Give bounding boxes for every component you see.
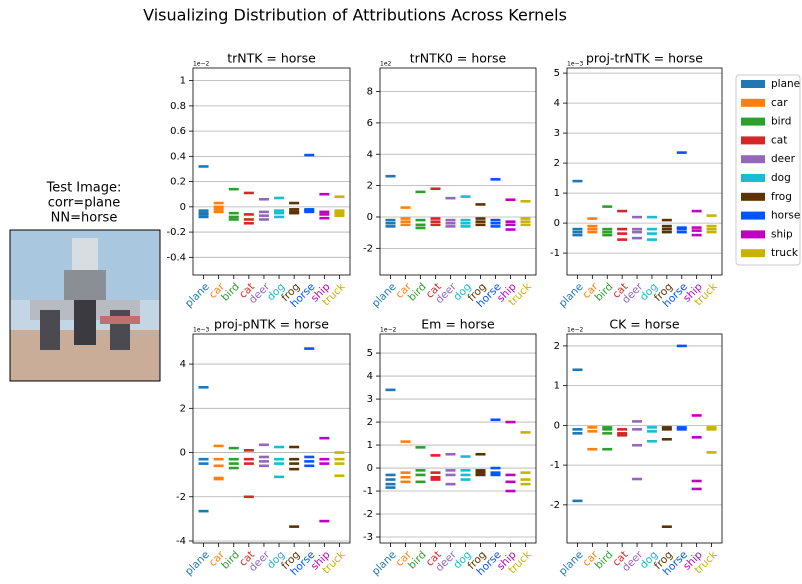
y-tick-label: 4	[180, 359, 186, 370]
y-tick-label: 8	[367, 87, 373, 98]
axes-frame	[379, 333, 537, 544]
y-tick-label: 3	[554, 128, 560, 139]
axes-frame	[192, 67, 351, 276]
y-tick-label: 4	[367, 371, 373, 382]
image-caption: NN=horse	[51, 211, 118, 226]
legend-label: cat	[771, 134, 787, 146]
panel-title: trNTK = horse	[227, 51, 316, 66]
legend-swatch	[741, 80, 765, 88]
axes-frame	[379, 67, 537, 276]
axes-frame	[192, 333, 351, 544]
y-tick-label: 5	[554, 68, 560, 79]
y-tick-label: 1	[554, 381, 560, 392]
y-tick-label: 0.4	[170, 151, 186, 162]
legend-label: frog	[771, 191, 792, 203]
test-image	[9, 229, 161, 382]
y-tick-label: 1	[367, 440, 373, 451]
y-tick-label: -0.2	[166, 227, 186, 238]
y-tick-label: -2	[363, 243, 373, 254]
legend-swatch	[741, 211, 765, 220]
y-tick-label: 0.8	[170, 101, 186, 112]
axes-frame	[566, 333, 723, 544]
legend-label: dog	[771, 172, 791, 184]
y-tick-label: 4	[367, 149, 373, 160]
y-tick-label: -3	[363, 532, 373, 543]
legend-swatch	[741, 249, 765, 258]
y-tick-label: 2	[367, 417, 373, 428]
y-tick-label: 6	[367, 118, 373, 129]
y-tick-label: 0.2	[170, 177, 186, 188]
legend-swatch	[741, 192, 765, 201]
offset-label: 1e−2	[380, 327, 397, 334]
y-tick-label: 2	[367, 181, 373, 192]
offset-label: 1e−3	[567, 61, 584, 68]
image-caption: corr=plane	[48, 196, 121, 211]
y-tick-label: 2	[554, 341, 560, 352]
y-tick-label: 0	[180, 448, 186, 459]
legend-label: horse	[771, 210, 800, 222]
legend-label: truck	[771, 247, 799, 259]
y-tick-label: -2	[363, 509, 373, 520]
x-tick-label: plane	[370, 281, 399, 310]
panel-title: Em = horse	[421, 317, 495, 332]
y-tick-label: 0	[554, 420, 560, 431]
legend-swatch	[741, 136, 765, 145]
y-tick-label: -1	[550, 248, 560, 259]
y-tick-label: 1	[554, 188, 560, 199]
legend-swatch	[741, 117, 765, 126]
y-tick-label: 2	[180, 403, 186, 414]
y-tick-label: 4	[554, 98, 560, 109]
legend-swatch	[741, 230, 765, 239]
panel-title: trNTK0 = horse	[410, 51, 507, 66]
x-tick-label: plane	[557, 281, 586, 310]
x-tick-label: plane	[557, 549, 586, 578]
y-tick-label: -2	[176, 492, 186, 503]
figure-title: Visualizing Distribution of Attributions…	[143, 6, 567, 25]
offset-label: 1e−3	[193, 327, 210, 334]
legend-label: car	[771, 97, 788, 109]
y-tick-label: 5	[367, 348, 373, 359]
legend-label: ship	[771, 228, 793, 240]
legend-label: deer	[771, 153, 796, 165]
legend-label: plane	[771, 78, 800, 90]
y-tick-label: 0	[367, 463, 373, 474]
legend-swatch	[741, 174, 765, 182]
legend-swatch	[741, 98, 765, 107]
panel-title: proj-trNTK = horse	[586, 51, 703, 66]
offset-label: 1e−2	[567, 327, 584, 334]
y-tick-label: 0.6	[170, 126, 186, 137]
offset-label: 1e2	[380, 61, 392, 68]
legend: plane car bird cat deer dog frog horse ship truck	[735, 74, 801, 266]
y-tick-label: 2	[554, 158, 560, 169]
panel-title: CK = horse	[609, 317, 680, 332]
offset-label: 1e−2	[193, 61, 210, 68]
panel-title: proj-pNTK = horse	[214, 317, 329, 332]
image-caption: Test Image:	[46, 181, 122, 196]
axes-frame	[566, 67, 723, 276]
x-tick-label: plane	[183, 281, 212, 310]
legend-swatch	[741, 155, 765, 164]
x-tick-label: plane	[370, 549, 399, 578]
legend-label: bird	[771, 116, 791, 128]
y-tick-label: -1	[550, 460, 560, 471]
y-tick-label: -0.4	[166, 252, 186, 263]
y-tick-label: 0	[180, 202, 186, 213]
y-tick-label: 1	[180, 76, 186, 87]
y-tick-label: -1	[363, 486, 373, 497]
y-tick-label: 0	[554, 218, 560, 229]
x-tick-label: plane	[183, 549, 212, 578]
y-tick-label: -2	[550, 500, 560, 511]
y-tick-label: -4	[176, 536, 186, 547]
y-tick-label: 0	[367, 212, 373, 223]
y-tick-label: 3	[367, 394, 373, 405]
